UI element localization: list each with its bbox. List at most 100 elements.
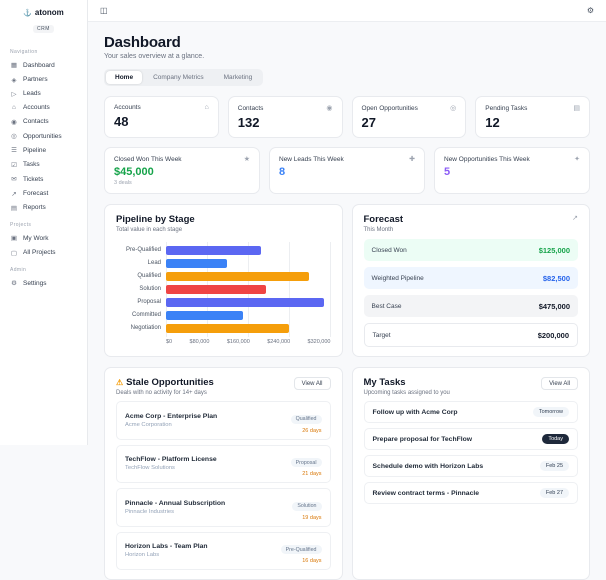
tasks-icon: ☑ [11, 161, 17, 169]
sidebar-item-label: Pipeline [23, 146, 47, 154]
forecast-row-label: Closed Won [371, 246, 407, 254]
week-card-value: $45,000 [114, 166, 154, 178]
stale-opportunity-row[interactable]: TechFlow - Platform License TechFlow Sol… [116, 444, 331, 483]
new-leads-week-card[interactable]: New Leads This Week ✚ 8 [269, 147, 425, 194]
sidebar-item-accounts[interactable]: ⌂ Accounts [0, 101, 87, 114]
stale-opportunity-row[interactable]: Acme Corp - Enterprise Plan Acme Corpora… [116, 401, 331, 440]
forecast-row-label: Best Case [371, 302, 402, 310]
forecast-row-closed-won: Closed Won $125,000 [363, 239, 578, 261]
stale-opportunity-row[interactable]: Horizon Labs - Team Plan Horizon Labs Pr… [116, 531, 331, 570]
sidebar-item-forecast[interactable]: ↗ Forecast [0, 186, 87, 200]
chart-category-label: Negotiation [130, 325, 161, 331]
stat-label: Contacts [237, 104, 264, 112]
chart-category-label: Proposal [137, 299, 161, 305]
chart-bar [166, 298, 325, 307]
page-subtitle: Your sales overview at a glance. [104, 53, 205, 60]
sidebar-item-reports[interactable]: ▤ Reports [0, 201, 87, 215]
sidebar-item-tasks[interactable]: ☑ Tasks [0, 158, 87, 172]
sidebar-item-label: Settings [23, 279, 47, 287]
task-row[interactable]: Review contract terms - Pinnacle Feb 27 [363, 482, 578, 504]
task-title: Schedule demo with Horizon Labs [372, 462, 484, 470]
sidebar-item-partners[interactable]: ◈ Partners [0, 72, 87, 86]
clipboard-icon: ▤ [573, 105, 580, 112]
middle-panels-row: Pipeline by Stage Total value in each st… [104, 204, 590, 357]
settings-gear-icon[interactable]: ⚙ [586, 6, 594, 15]
tab-company-metrics[interactable]: Company Metrics [153, 74, 204, 81]
week-card-note: 3 deals [114, 180, 132, 186]
stat-card-pending-tasks[interactable]: Pending Tasks ▤ 12 [475, 96, 590, 138]
forecast-row-target: Target $200,000 [363, 323, 578, 347]
chart-bar [166, 259, 228, 268]
settings-icon: ⚙ [11, 280, 17, 288]
week-card-label: New Opportunities This Week [444, 155, 530, 163]
sidebar-item-leads[interactable]: ▷ Leads [0, 87, 87, 101]
tab-marketing[interactable]: Marketing [223, 74, 253, 81]
sidebar-toggle-icon[interactable]: ◫ [100, 6, 108, 15]
sidebar-item-label: Accounts [23, 104, 50, 112]
task-row[interactable]: Follow up with Acme Corp Tomorrow [363, 401, 578, 423]
sidebar-item-dashboard[interactable]: ▦ Dashboard [0, 58, 87, 72]
main-area: ◫ ⚙ Dashboard Your sales overview at a g… [88, 0, 606, 580]
chart-category-label: Pre-Qualified [125, 247, 161, 253]
chart-axis-tick: $160,000 [226, 339, 250, 345]
logo-text: atonom [34, 8, 64, 17]
sidebar-item-label: Partners [23, 76, 48, 84]
sidebar-item-contacts[interactable]: ◉ Contacts [0, 115, 87, 129]
sidebar-item-pipeline[interactable]: ☰ Pipeline [0, 143, 87, 157]
week-card-label: New Leads This Week [279, 155, 344, 163]
sidebar-item-label: Tasks [23, 161, 40, 169]
tasks-panel-title: My Tasks [363, 377, 406, 388]
days-stale: 26 days [302, 427, 322, 434]
stat-card-accounts[interactable]: Accounts ⌂ 48 [104, 96, 219, 138]
due-badge: Feb 25 [539, 461, 569, 471]
pipeline-chart-plot [166, 242, 331, 337]
warning-icon: ⚠ [116, 378, 124, 387]
users-icon: ◉ [326, 105, 333, 112]
pipeline-panel-title: Pipeline by Stage [116, 214, 195, 225]
bottom-panels-row: ⚠ Stale Opportunities Deals with no activ… [104, 367, 590, 580]
stat-card-open-opportunities[interactable]: Open Opportunities ◎ 27 [351, 96, 467, 138]
due-badge-today: Today [542, 434, 569, 444]
closed-won-week-card[interactable]: Closed Won This Week ★ $45,000 3 deals [104, 147, 260, 194]
opportunity-title: Horizon Labs - Team Plan [125, 543, 208, 551]
logo-icon: ⚓ [23, 9, 32, 17]
sidebar-item-tickets[interactable]: ✉ Tickets [0, 172, 87, 186]
stat-cards-row: Accounts ⌂ 48 Contacts ◉ 132 Open Opportun… [104, 96, 590, 138]
sidebar-item-settings[interactable]: ⚙ Settings [0, 276, 87, 290]
stale-view-all-button[interactable]: View All [293, 377, 331, 390]
opportunity-company: TechFlow Solutions [125, 465, 175, 472]
my-work-icon: ▣ [10, 235, 18, 243]
chart-category-label: Committed [131, 312, 161, 318]
pipeline-by-stage-panel: Pipeline by Stage Total value in each st… [104, 204, 343, 357]
sidebar-item-my-work[interactable]: ▣ My Work [0, 231, 87, 245]
target-icon: ◎ [450, 105, 457, 112]
chart-axis-tick: $80,000 [189, 339, 210, 345]
tasks-view-all-button[interactable]: View All [541, 377, 578, 390]
stat-card-contacts[interactable]: Contacts ◉ 132 [227, 96, 343, 138]
forecast-row-value: $475,000 [538, 301, 570, 311]
tab-home[interactable]: Home [106, 71, 143, 84]
opportunity-title: TechFlow - Platform License [125, 456, 217, 464]
forecast-icon: ↗ [11, 190, 17, 198]
chart-bar [166, 311, 243, 320]
stat-value: 12 [485, 115, 500, 130]
new-opportunities-week-card[interactable]: New Opportunities This Week ✦ 5 [434, 147, 590, 194]
all-projects-icon: ▢ [10, 249, 18, 257]
task-row[interactable]: Schedule demo with Horizon Labs Feb 25 [363, 455, 578, 477]
sidebar-section-navigation: Navigation [10, 49, 38, 55]
sidebar-item-label: My Work [23, 234, 49, 242]
logo-badge: CRM [33, 25, 54, 33]
forecast-panel-subtitle: This Month [363, 227, 394, 233]
stale-opportunity-row[interactable]: Pinnacle - Annual Subscription Pinnacle … [116, 488, 331, 527]
task-row[interactable]: Prepare proposal for TechFlow Today [363, 428, 578, 450]
topbar: ◫ ⚙ [88, 0, 606, 22]
chart-bar [166, 324, 289, 333]
task-title: Follow up with Acme Corp [372, 408, 458, 416]
stale-opportunities-panel: ⚠ Stale Opportunities Deals with no activ… [104, 367, 343, 580]
leads-icon: ▷ [11, 90, 17, 98]
due-badge: Tomorrow [532, 407, 569, 417]
sidebar-item-all-projects[interactable]: ▢ All Projects [0, 246, 87, 260]
sidebar-item-opportunities[interactable]: ◎ Opportunities [0, 129, 87, 143]
chart-axis-tick: $240,000 [267, 339, 291, 345]
chart-axis-tick: $320,000 [307, 339, 331, 345]
